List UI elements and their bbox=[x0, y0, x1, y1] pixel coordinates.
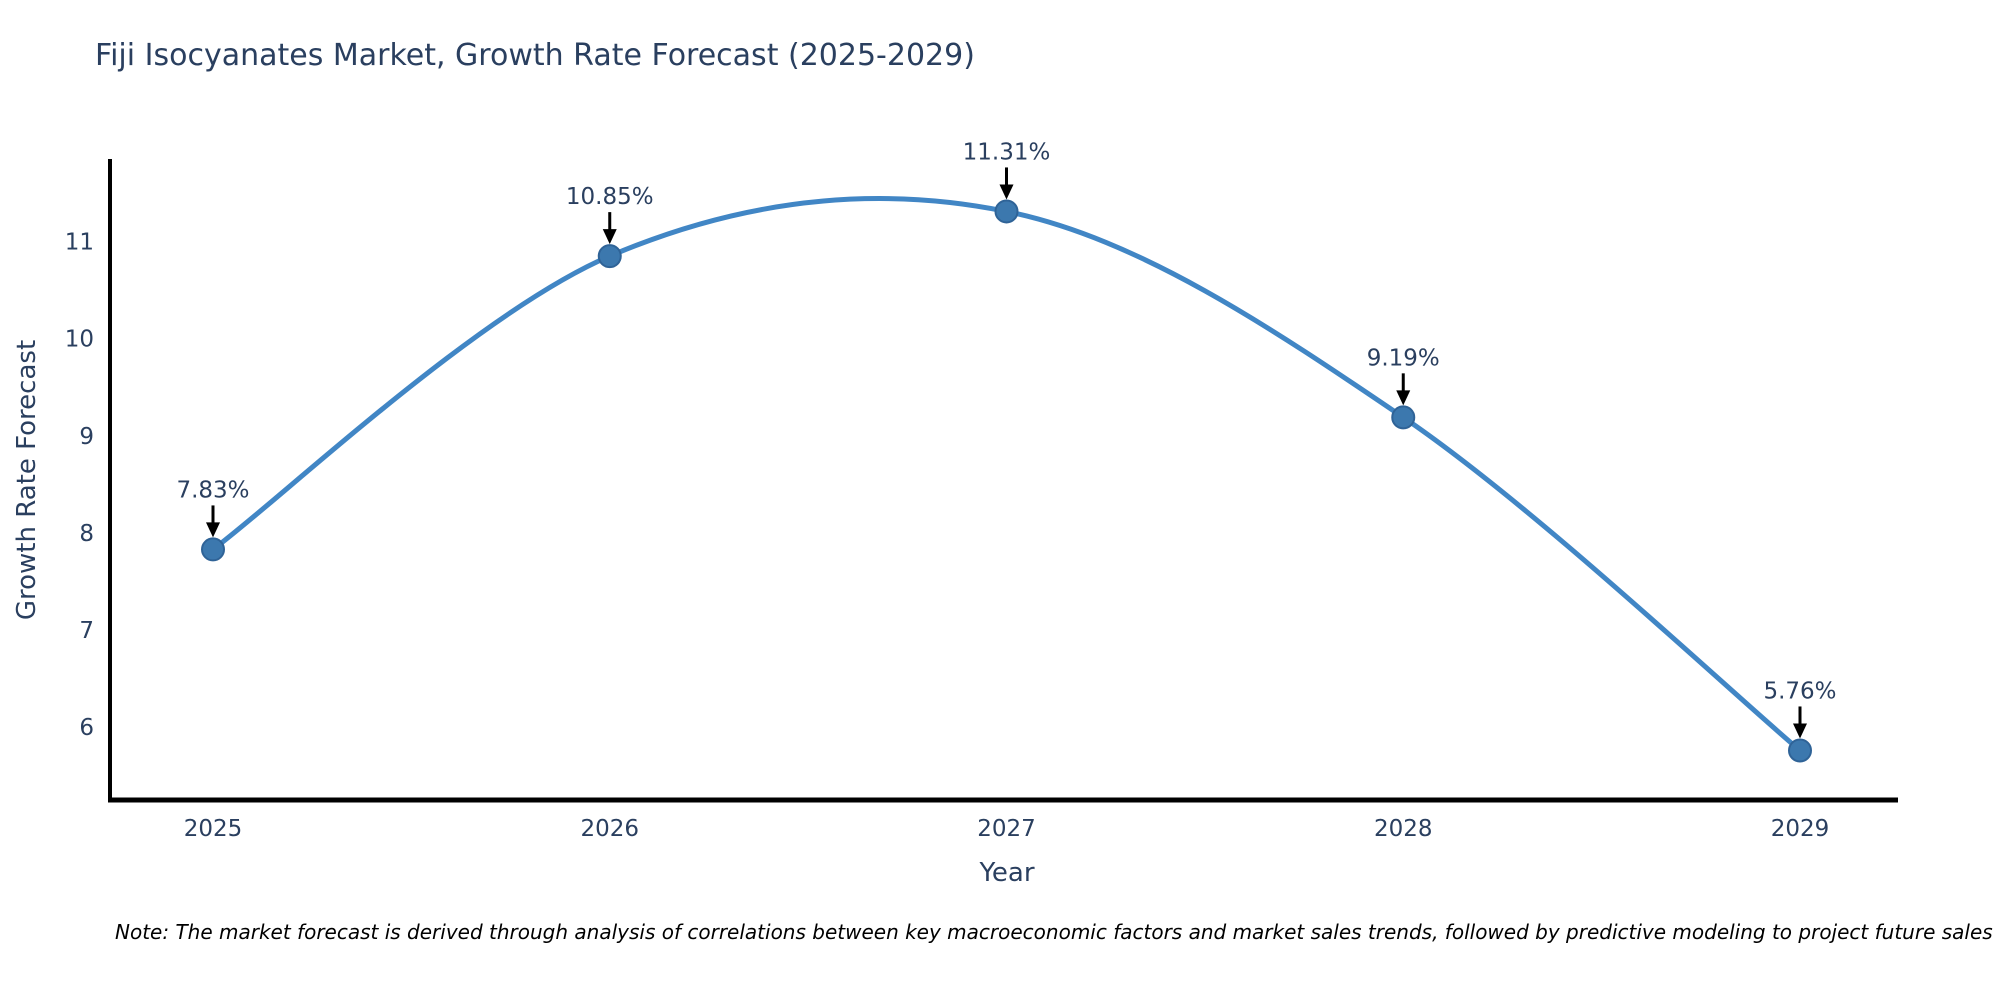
point-label: 10.85% bbox=[566, 184, 654, 210]
x-tick-label: 2028 bbox=[1374, 816, 1433, 842]
point-label: 5.76% bbox=[1763, 678, 1836, 704]
data-point-2027 bbox=[994, 199, 1019, 224]
data-point-2025 bbox=[201, 537, 225, 562]
y-tick-label: 6 bbox=[79, 715, 94, 741]
annotation-arrowhead bbox=[1396, 390, 1411, 406]
x-tick-label: 2027 bbox=[977, 816, 1036, 842]
y-tick-label: 7 bbox=[79, 618, 94, 644]
data-point-2028 bbox=[1391, 405, 1416, 430]
y-tick-label: 8 bbox=[79, 521, 94, 547]
x-tick-label: 2026 bbox=[580, 816, 639, 842]
annotation-arrowhead bbox=[206, 522, 220, 538]
y-tick-label: 11 bbox=[65, 230, 94, 256]
annotation-arrowhead bbox=[602, 229, 617, 245]
point-label: 9.19% bbox=[1367, 345, 1440, 371]
point-label: 7.83% bbox=[176, 477, 249, 503]
annotation-arrowhead bbox=[1793, 723, 1807, 739]
x-tick-label: 2025 bbox=[184, 816, 243, 842]
y-tick-label: 9 bbox=[79, 424, 94, 450]
x-axis-title: Year bbox=[979, 858, 1035, 888]
chart-footnote: Note: The market forecast is derived thr… bbox=[115, 920, 1993, 944]
chart-title: Fiji Isocyanates Market, Growth Rate For… bbox=[95, 38, 975, 73]
y-axis-title: Growth Rate Forecast bbox=[12, 339, 42, 621]
x-tick-label: 2029 bbox=[1771, 816, 1830, 842]
y-tick-label: 10 bbox=[65, 327, 94, 353]
annotation-arrowhead bbox=[999, 184, 1014, 200]
point-label: 11.31% bbox=[963, 139, 1051, 165]
trend-line bbox=[210, 196, 1803, 753]
data-point-2026 bbox=[597, 244, 622, 269]
data-point-2029 bbox=[1788, 738, 1812, 763]
